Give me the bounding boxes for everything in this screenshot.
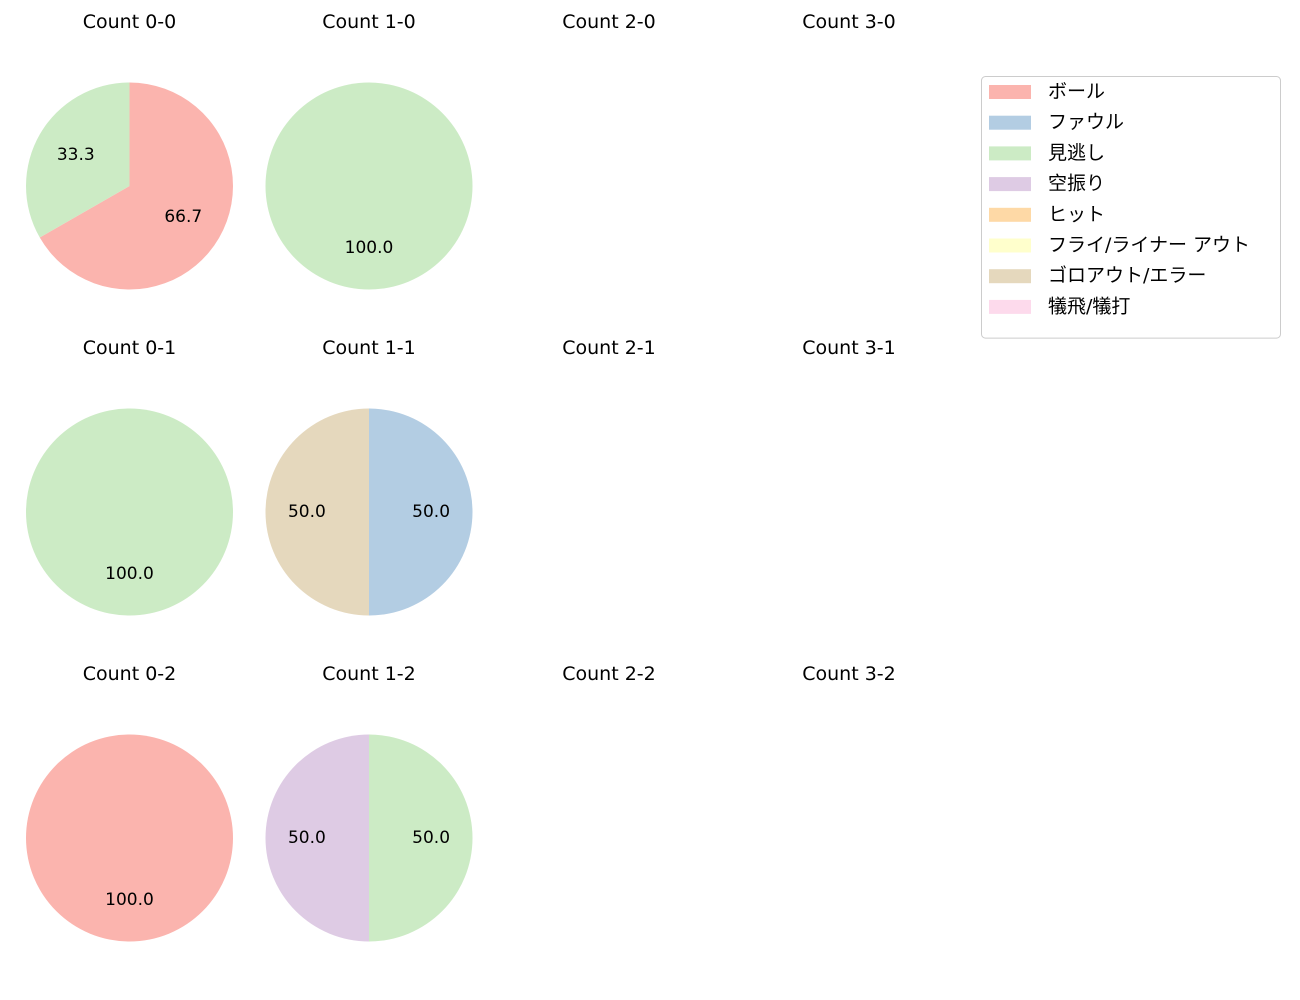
legend-swatch-ground_out — [989, 269, 1031, 284]
pie-slice-looking — [26, 82, 130, 238]
pie-slice-ball — [39, 82, 234, 290]
legend-label-looking: 見逃し — [1048, 142, 1105, 164]
pie-panel: Count 3-2 — [802, 663, 896, 685]
slice-label: 50.0 — [412, 502, 450, 522]
pie-slice-swinging — [265, 734, 369, 942]
pie-panel: Count 3-1 — [802, 337, 896, 359]
panel-title: Count 3-2 — [802, 663, 896, 685]
pie-slice-looking — [26, 408, 233, 616]
legend-label-hit: ヒット — [1048, 203, 1105, 225]
pie-panel: Count 0-1 100.0 — [26, 337, 233, 616]
slice-label: 100.0 — [105, 564, 154, 584]
panel-title: Count 1-2 — [322, 663, 416, 685]
pie-slice-looking — [369, 734, 473, 942]
pie-panel: Count 2-1 — [562, 337, 656, 359]
panel-title: Count 3-0 — [802, 11, 896, 33]
legend-swatch-sacrifice — [989, 299, 1031, 314]
pie-slice-ball — [26, 734, 233, 942]
legend-swatch-hit — [989, 207, 1031, 222]
legend-label-fly_out: フライ/ライナー アウト — [1048, 234, 1250, 256]
pie-panel: Count 2-2 — [562, 663, 656, 685]
pie-slice-foul — [369, 408, 473, 616]
legend-swatch-ball — [989, 85, 1031, 99]
pie-panel: Count 0-0 66.7 33.3 — [26, 11, 234, 290]
panel-title: Count 2-0 — [562, 11, 656, 33]
slice-label: 66.7 — [164, 207, 202, 227]
pie-slice-ground_out — [265, 408, 369, 616]
pie-panel: Count 1-0 100.0 — [265, 11, 473, 290]
legend-label-ball: ボール — [1048, 81, 1105, 103]
legend-label-ground_out: ゴロアウト/エラー — [1048, 265, 1206, 287]
legend-swatch-swinging — [989, 177, 1031, 192]
panel-title: Count 3-1 — [802, 337, 896, 359]
panel-title: Count 0-0 — [83, 11, 177, 33]
pie-slice-looking — [265, 82, 473, 290]
legend-swatch-looking — [989, 146, 1031, 161]
pie-panel: Count 2-0 — [562, 11, 656, 33]
panel-title: Count 2-2 — [562, 663, 656, 685]
slice-label: 50.0 — [412, 828, 450, 848]
legend-label-swinging: 空振り — [1048, 173, 1105, 195]
panel-title: Count 1-1 — [322, 337, 416, 359]
pie-panel: Count 3-0 — [802, 11, 896, 33]
slice-label: 100.0 — [105, 890, 154, 910]
panel-title: Count 2-1 — [562, 337, 656, 359]
legend-frame — [981, 76, 1281, 339]
pie-panel: Count 0-2 100.0 — [26, 663, 233, 942]
panel-title: Count 0-1 — [83, 337, 177, 359]
slice-label: 50.0 — [288, 828, 326, 848]
legend-swatch-fly_out — [989, 238, 1031, 253]
slice-label: 50.0 — [288, 502, 326, 522]
legend-swatch-foul — [989, 115, 1031, 130]
pie-panel: Count 1-1 50.0 50.0 — [265, 337, 473, 616]
slice-label: 100.0 — [345, 238, 394, 258]
panel-title: Count 0-2 — [83, 663, 177, 685]
slice-label: 33.3 — [57, 145, 95, 165]
pie-panels: Count 0-0 66.7 33.3 Count 1-0 100.0 Count 2-0… — [26, 11, 896, 942]
legend-label-sacrifice: 犠飛/犠打 — [1048, 295, 1130, 317]
legend-label-foul: ファウル — [1048, 111, 1124, 133]
pie-panel: Count 1-2 50.0 50.0 — [265, 663, 473, 942]
panel-title: Count 1-0 — [322, 11, 416, 33]
